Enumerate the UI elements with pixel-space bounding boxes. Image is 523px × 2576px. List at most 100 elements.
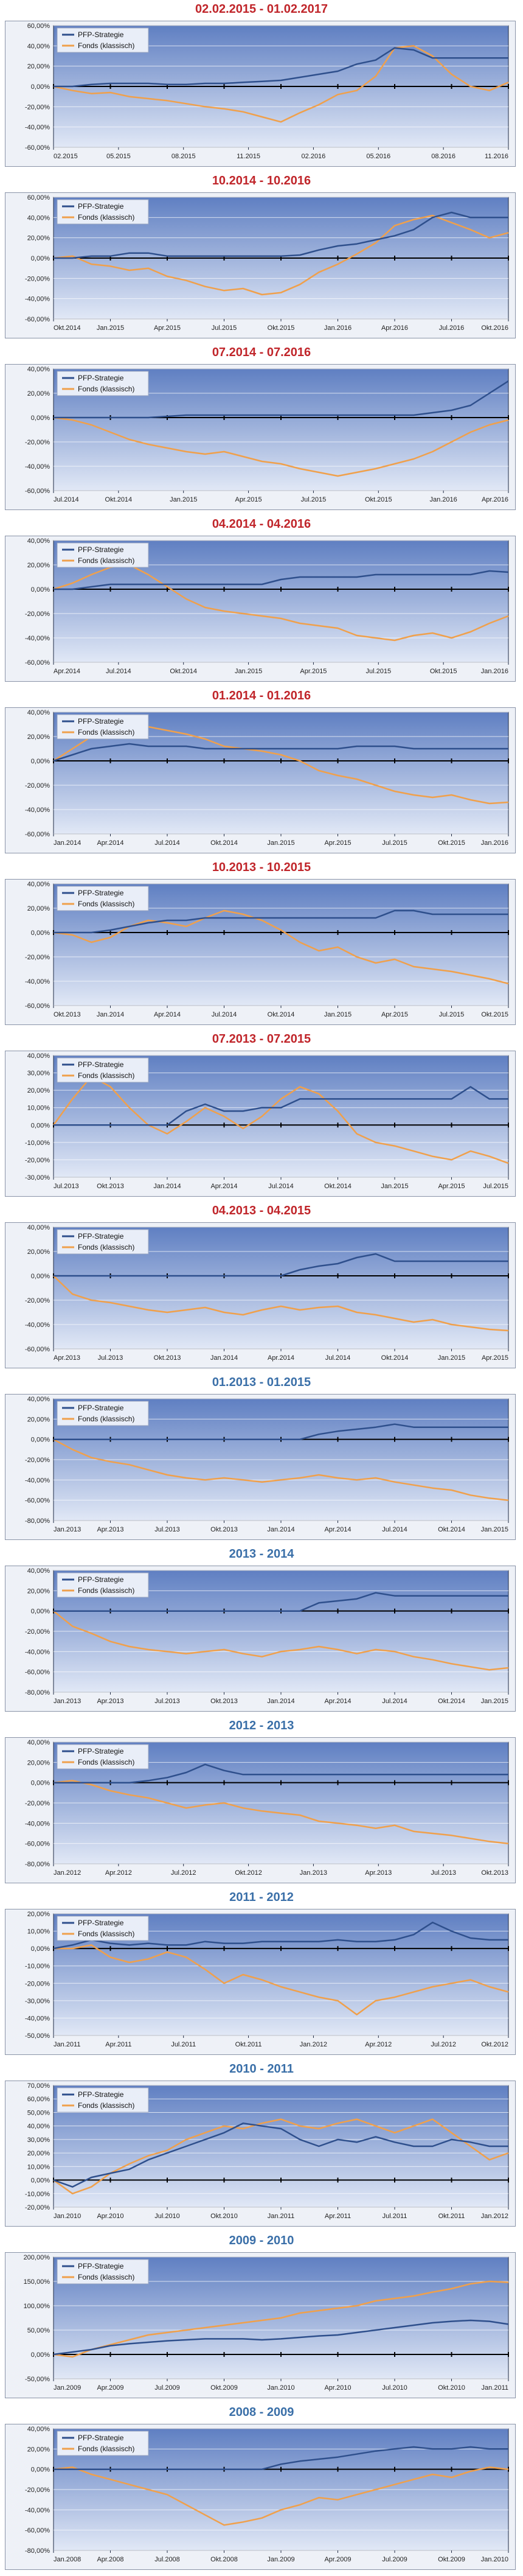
legend: PFP-Strategie Fonds (klassisch) (57, 371, 149, 396)
chart-title: 10.2014 - 10.2016 (212, 174, 311, 187)
x-tick-label: Okt.2015 (430, 668, 457, 675)
line-chart: -60,00% -40,00% -20,00% 0,00% 20,00% 40,00% Ap… (5, 1222, 516, 1368)
x-tick-label: Okt.2014 (438, 1526, 465, 1533)
legend-box (57, 1057, 149, 1083)
x-tick-label: Jan.2012 (300, 2041, 327, 2048)
line-chart: -60,00% -40,00% -20,00% 0,00% 20,00% 40,00% Ja… (5, 707, 516, 853)
strategy-line (53, 1922, 508, 1950)
legend-label-fund: Fonds (klassisch) (78, 2101, 134, 2110)
x-tick-label: Jan.2016 (430, 496, 457, 503)
y-tick-label: 40,00% (27, 1052, 50, 1060)
x-tick-label: Jan.2009 (54, 2384, 81, 2392)
x-tick-label: Apr.2013 (97, 1526, 123, 1533)
chart-panel: 2011 - 2012 -50,00% -40,00% -30,00% -20,00% -… (0, 1888, 523, 2060)
chart-panel: 10.2013 - 10.2015 -60,00% -40,00% -20,00% 0,… (0, 858, 523, 1030)
y-tick-label: 0,00% (31, 758, 50, 765)
y-tick-label: -10,00% (25, 1963, 50, 1970)
x-tick-label: Jul.2014 (54, 496, 79, 503)
chart-panel: 2008 - 2009 -80,00% -60,00% -40,00% -20,00% 0… (0, 2403, 523, 2575)
chart-panel: 07.2014 - 07.2016 -60,00% -40,00% -20,00% 0,… (0, 343, 523, 515)
chart-title: 01.2014 - 01.2016 (212, 689, 311, 702)
legend: PFP-Strategie Fonds (klassisch) (57, 1229, 149, 1255)
x-tick-label: Apr.2014 (324, 1698, 351, 1705)
y-tick-label: -60,00% (25, 1669, 50, 1676)
legend-label-fund: Fonds (klassisch) (78, 1586, 134, 1595)
legend-label-strategy: PFP-Strategie (78, 1060, 124, 1069)
legend-label-fund: Fonds (klassisch) (78, 900, 134, 908)
x-tick-label: Jan.2008 (54, 2556, 81, 2563)
legend-label-fund: Fonds (klassisch) (78, 1071, 134, 1080)
legend: PFP-Strategie Fonds (klassisch) (57, 714, 149, 740)
x-tick-label: Jan.2015 (381, 1183, 408, 1190)
x-tick-label: Jul.2015 (301, 496, 327, 503)
chart-area: -60,00% -40,00% -20,00% 0,00% 20,00% 40,00% Ok… (5, 879, 516, 1025)
y-tick-label: -60,00% (25, 1003, 50, 1010)
x-tick-label: Jul.2012 (431, 2041, 456, 2048)
x-tick-label: Jul.2015 (382, 839, 407, 847)
x-tick-label: Jul.2015 (212, 324, 237, 332)
x-tick-label: Apr.2010 (97, 2213, 123, 2220)
y-tick-label: 30,00% (27, 2137, 50, 2144)
line-chart: -60,00% -40,00% -20,00% 0,00% 20,00% 40,00% Ok… (5, 879, 516, 1025)
y-tick-label: 0,00% (31, 1273, 50, 1280)
x-tick-label: Jul.2013 (154, 1526, 180, 1533)
y-tick-label: 20,00% (27, 2446, 50, 2453)
x-tick-label: Okt.2014 (170, 668, 197, 675)
x-tick-label: Okt.2015 (268, 324, 295, 332)
y-tick-label: 100,00% (24, 2303, 50, 2310)
legend-label-strategy: PFP-Strategie (78, 202, 124, 211)
y-tick-label: 0,00% (31, 2351, 50, 2359)
x-tick-label: Jul.2014 (106, 668, 131, 675)
strategy-line (54, 1763, 508, 1783)
x-tick-label: Apr.2014 (324, 1526, 351, 1533)
x-tick-label: Jan.2012 (54, 1869, 81, 1877)
x-tick-label: Apr.2013 (54, 1354, 80, 1362)
legend: PFP-Strategie Fonds (klassisch) (57, 1916, 149, 1941)
x-tick-label: Apr.2015 (324, 839, 351, 847)
fund-line (53, 214, 509, 296)
y-tick-label: 40,00% (27, 1567, 50, 1575)
x-tick-label: Jul.2010 (382, 2384, 407, 2392)
x-tick-label: Apr.2010 (324, 2384, 351, 2392)
line-chart: -60,00% -40,00% -20,00% 0,00% 20,00% 40,00% 60… (5, 21, 516, 167)
y-tick-label: 0,00% (31, 929, 50, 937)
legend: PFP-Strategie Fonds (klassisch) (57, 2431, 149, 2456)
x-tick-label: 08.2016 (431, 153, 455, 160)
x-tick-label: Okt.2010 (210, 2213, 238, 2220)
y-tick-label: -60,00% (25, 144, 50, 152)
x-tick-label: Jul.2014 (212, 1011, 237, 1018)
y-tick-label: 0,00% (31, 1437, 50, 1444)
strategy-line (53, 743, 508, 762)
legend-label-fund: Fonds (klassisch) (78, 1758, 134, 1766)
x-tick-label: Apr.2009 (324, 2556, 351, 2563)
x-tick-label: Jan.2014 (267, 1526, 294, 1533)
y-tick-label: -40,00% (25, 124, 50, 131)
legend: PFP-Strategie Fonds (klassisch) (57, 1572, 149, 1598)
x-tick-label: Jan.2016 (481, 839, 508, 847)
y-tick-label: 0,00% (31, 1780, 50, 1787)
x-tick-label: Jan.2015 (235, 668, 262, 675)
y-tick-label: 20,00% (27, 1416, 50, 1423)
y-tick-label: -50,00% (25, 2376, 50, 2383)
y-tick-label: 10,00% (27, 2163, 50, 2171)
y-tick-label: -20,00% (25, 439, 50, 446)
x-tick-label: Jul.2011 (383, 2213, 407, 2220)
x-tick-label: Jul.2015 (483, 1183, 508, 1190)
x-tick-label: Jul.2012 (171, 1869, 196, 1877)
legend-label-fund: Fonds (klassisch) (78, 213, 134, 222)
x-tick-label: Okt.2012 (481, 2041, 508, 2048)
strategy-line (54, 909, 508, 934)
y-tick-label: -60,00% (25, 1497, 50, 1505)
y-tick-label: 40,00% (27, 1396, 50, 1403)
legend-label-fund: Fonds (klassisch) (78, 1415, 134, 1423)
strategy-line (54, 1086, 508, 1126)
chart-panel: 01.2014 - 01.2016 -60,00% -40,00% -20,00% 0,… (0, 687, 523, 858)
x-tick-label: Jan.2013 (300, 1869, 327, 1877)
y-tick-label: -20,00% (25, 1980, 50, 1987)
y-tick-label: 20,00% (27, 905, 50, 912)
chart-area: -60,00% -40,00% -20,00% 0,00% 20,00% 40,00% Ju… (5, 364, 516, 510)
x-tick-label: Jan.2014 (97, 1011, 124, 1018)
x-tick-label: Apr.2011 (325, 2213, 351, 2220)
y-tick-label: 0,00% (31, 415, 50, 422)
x-tick-label: Okt.2014 (268, 1011, 295, 1018)
